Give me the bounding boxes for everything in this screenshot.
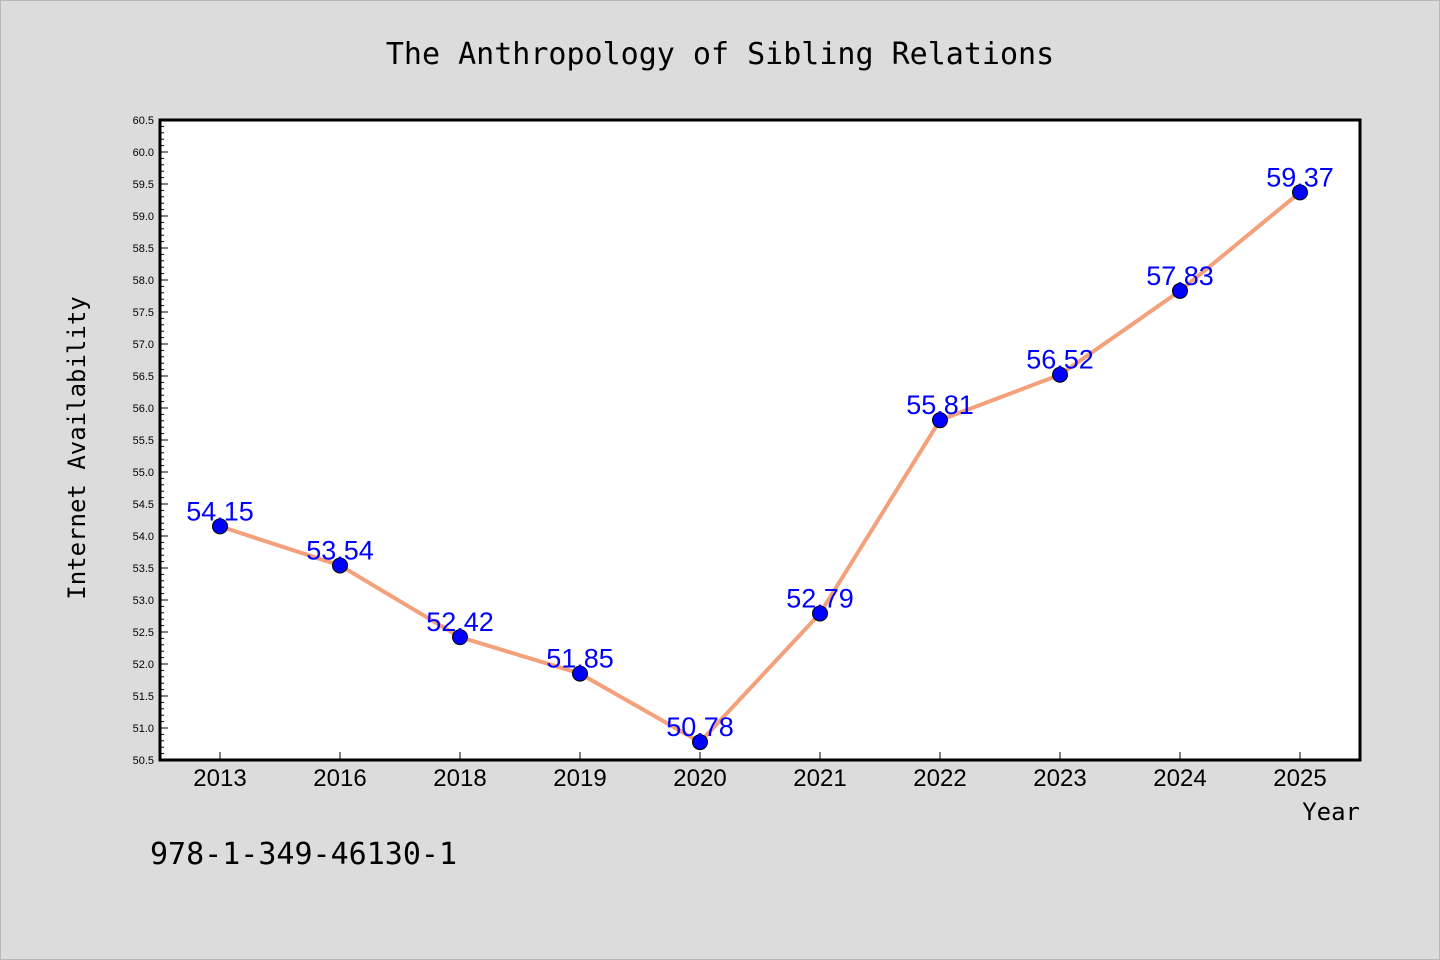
x-tick-label: 2025 (1273, 765, 1326, 792)
data-point (812, 605, 828, 622)
data-label: 54.15 (186, 496, 254, 526)
y-tick-label: 52.5 (133, 627, 154, 639)
x-tick-label: 2021 (793, 765, 846, 792)
x-tick-label: 2024 (1153, 765, 1206, 792)
data-point (332, 557, 348, 574)
data-point (692, 734, 708, 751)
data-point (572, 665, 588, 682)
data-label: 52.42 (426, 607, 494, 637)
data-label: 55.81 (906, 390, 974, 420)
y-tick-label: 60.0 (133, 147, 154, 159)
x-tick-label: 2013 (193, 765, 246, 792)
data-label: 50.78 (666, 712, 734, 742)
y-tick-label: 56.0 (133, 403, 154, 415)
data-point (452, 629, 468, 646)
data-label: 56.52 (1026, 345, 1094, 375)
data-label: 51.85 (546, 644, 614, 674)
y-tick-label: 59.0 (133, 211, 154, 223)
x-tick-label: 2022 (913, 765, 966, 792)
x-axis-label: Year (1302, 798, 1360, 826)
data-point (932, 412, 948, 429)
y-tick-label: 55.0 (133, 467, 154, 479)
data-label: 52.79 (786, 583, 854, 613)
x-tick-label: 2023 (1033, 765, 1086, 792)
data-labels: 54.15 53.54 52.42 51.85 50.78 52.79 55.81 56.52… (186, 162, 1334, 742)
data-label: 59.37 (1266, 162, 1334, 192)
y-tick-label: 53.0 (133, 595, 154, 607)
y-axis: 50.5 51.0 51.5 52.0 52.5 53.0 53.5 54.0 54.5 55.0… (133, 115, 168, 767)
y-tick-label: 50.5 (133, 755, 154, 767)
y-tick-label: 52.0 (133, 659, 154, 671)
data-label: 53.54 (306, 535, 374, 565)
plot-area (158, 118, 1362, 762)
y-tick-label: 58.5 (133, 243, 154, 255)
series-line-group (212, 184, 1308, 751)
x-tick-label: 2019 (553, 765, 606, 792)
x-tick-label: 2020 (673, 765, 726, 792)
data-point (1172, 282, 1188, 299)
x-tick-label: 2016 (313, 765, 366, 792)
y-tick-label: 58.0 (133, 275, 154, 287)
y-tick-label: 59.5 (133, 179, 154, 191)
y-tick-label: 54.0 (133, 531, 154, 543)
data-point (1292, 184, 1308, 201)
x-tick-label: 2018 (433, 765, 486, 792)
y-tick-label: 53.5 (133, 563, 154, 575)
y-tick-label: 51.5 (133, 691, 154, 703)
footer-code: 978-1-349-46130-1 (150, 837, 457, 872)
data-point (1052, 366, 1068, 383)
y-tick-label: 55.5 (133, 435, 154, 447)
data-label: 57.83 (1146, 261, 1214, 291)
y-tick-label: 56.5 (133, 371, 154, 383)
x-axis: 2013 2016 2018 2019 2020 2021 2022 2023 2024 2025 (193, 752, 1327, 792)
y-tick-label: 54.5 (133, 499, 154, 511)
y-tick-label: 57.0 (133, 339, 154, 351)
y-tick-label: 51.0 (133, 723, 154, 735)
chart-title: The Anthropology of Sibling Relations (386, 37, 1054, 72)
series-line (219, 190, 1302, 745)
y-axis-label: Internet Availability (63, 296, 91, 599)
data-point (212, 518, 228, 535)
y-tick-label: 60.5 (133, 115, 154, 127)
y-tick-label: 57.5 (133, 307, 154, 319)
